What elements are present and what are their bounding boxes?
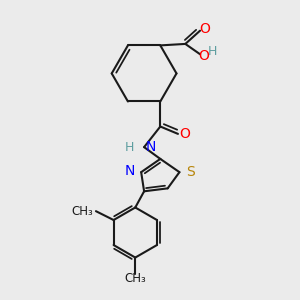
Text: N: N	[124, 164, 135, 178]
Text: S: S	[186, 165, 195, 179]
Text: CH₃: CH₃	[71, 205, 93, 218]
Text: CH₃: CH₃	[124, 272, 146, 285]
Text: O: O	[198, 49, 209, 63]
Text: H: H	[208, 45, 217, 58]
Text: O: O	[179, 127, 190, 141]
Text: H: H	[124, 141, 134, 154]
Text: N: N	[146, 140, 156, 154]
Text: O: O	[199, 22, 210, 36]
